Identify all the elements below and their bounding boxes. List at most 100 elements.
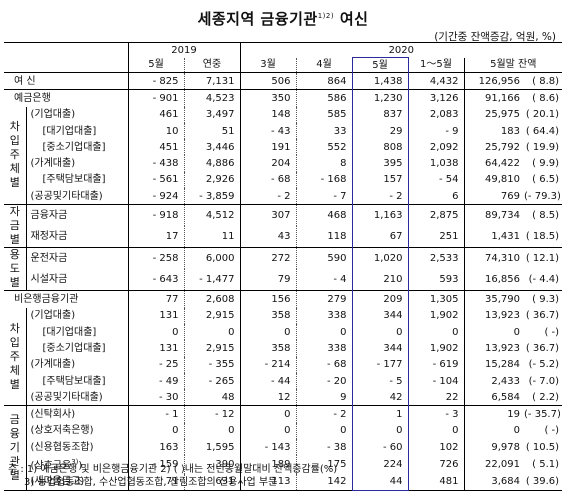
row-label: [주택담보대출]	[42, 375, 106, 387]
table-row: (신용협동조합) 163 1,595- 143- 38- 60 102 9,978( 1…	[4, 439, 562, 456]
table-cell: ( 8.8)	[532, 75, 560, 87]
title-suffix: 여신	[339, 10, 369, 28]
table-cell: - 3,859	[183, 188, 241, 205]
table-cell: 12	[239, 389, 297, 406]
table-row: 재정자금 17 11 43 118 67 251 1,431( 18.5)	[4, 226, 562, 248]
table-row: 차 입 주 체 별 (기업대출) 131 2,915 358 338 344 1,902 13,923(…	[4, 307, 562, 406]
table-cell: 2,092	[407, 139, 465, 156]
table-cell: - 561	[127, 171, 184, 189]
table-cell: 67	[351, 226, 409, 248]
table-cell: ( 19.9)	[525, 141, 560, 153]
table-cell: - 60	[351, 439, 409, 456]
row-label: [대기업대출]	[42, 326, 97, 338]
table-cell: 1,163	[351, 204, 409, 227]
table-cell: 13,923	[463, 340, 523, 357]
table-cell: 0	[239, 422, 297, 440]
row-label: 운전자금	[30, 253, 68, 265]
table-cell: 126,956	[463, 72, 523, 90]
table-cell: 43	[239, 226, 297, 248]
row-label: (공공및기타대출)	[30, 190, 103, 202]
group-char: 입	[9, 134, 20, 148]
table-cell: 864	[295, 72, 353, 90]
table-cell: - 43	[239, 122, 297, 140]
table-cell: - 619	[407, 356, 465, 373]
table-cell: 1,038	[407, 155, 465, 172]
table-row: [중소기업대출] 131 2,915 358 338 344 1,902 13,923( 36…	[4, 340, 562, 357]
table-cell: 837	[351, 106, 409, 123]
group-char: 별	[9, 176, 20, 190]
table-cell: 0	[295, 323, 353, 341]
table-cell: - 2	[351, 188, 409, 205]
group-char: 별	[9, 233, 20, 247]
table-row: [대기업대출] 10 51- 43 33 29- 9 183( 64.4)	[4, 122, 562, 140]
table-cell: 4,886	[183, 155, 241, 172]
table-cell: 1,431	[463, 226, 523, 248]
table-cell: ( 9.9)	[532, 158, 560, 170]
table-cell: 29	[351, 122, 409, 140]
table-cell: 19	[463, 405, 523, 423]
table-cell: - 1	[127, 405, 184, 423]
header-col-mar: 3월	[239, 57, 297, 73]
table-cell: - 258	[127, 247, 184, 270]
table-cell: 210	[351, 269, 409, 291]
row-label: 여 신	[14, 75, 36, 87]
table-cell: 16,856	[463, 269, 523, 291]
table-cell: 506	[239, 72, 297, 90]
table-cell: 769	[463, 188, 523, 205]
table-cell: 191	[239, 139, 297, 156]
table-cell: 25,975	[463, 106, 523, 123]
table-cell: 338	[295, 307, 353, 324]
table-cell: 0	[183, 422, 241, 440]
table-cell: (- 7.0)	[528, 375, 560, 387]
row-label: (상호저축은행)	[30, 425, 94, 437]
table-row: [중소기업대출] 451 3,446 191 552 808 2,092 25,792( 19…	[4, 139, 562, 156]
table-cell: 102	[407, 439, 465, 456]
table-cell: 3,446	[183, 139, 241, 156]
table-cell: ( 6.5)	[532, 174, 560, 186]
table-cell: 49,810	[463, 171, 523, 189]
table-cell: 4,523	[183, 89, 241, 107]
loan-table: 2019 2020 5월 연중 3월 4월 5월 1～5월 5월말 잔액 여 신…	[4, 42, 563, 491]
table-cell: 22,091	[463, 455, 523, 474]
group-char: 금	[9, 219, 20, 233]
row-label: (가계대출)	[30, 158, 76, 170]
table-cell: - 5	[351, 372, 409, 390]
table-cell: 344	[351, 307, 409, 324]
table-cell: 0	[351, 422, 409, 440]
table-cell: 0	[127, 422, 184, 440]
table-cell: 131	[127, 307, 184, 324]
table-cell: - 3	[407, 405, 465, 423]
table-cell: - 825	[127, 72, 184, 90]
table-cell: 251	[407, 226, 465, 248]
table-cell: 4,512	[183, 204, 241, 227]
table-cell: 142	[295, 473, 353, 491]
table-cell: ( 9.3)	[532, 294, 560, 306]
header-row-years: 2019 2020	[4, 42, 563, 58]
table-cell: 15,284	[463, 356, 523, 373]
table-cell: 2,915	[183, 340, 241, 357]
table-cell: 157	[351, 171, 409, 189]
table-cell: 33	[295, 122, 353, 140]
header-col-may2019: 5월	[127, 57, 184, 73]
table-cell: 51	[183, 122, 241, 140]
table-cell: ( 8.5)	[532, 210, 560, 222]
row-label: (새마을금고)	[30, 476, 85, 488]
table-row: [주택담보대출] - 561 2,926- 68- 168 157- 54 49,810…	[4, 171, 562, 189]
table-cell: 22	[407, 389, 465, 406]
table-cell: 1,595	[183, 439, 241, 456]
table-cell: 74,310	[463, 247, 523, 270]
table-cell: 48	[183, 389, 241, 406]
table-cell: - 265	[183, 372, 241, 390]
table-cell: - 1,477	[183, 269, 241, 291]
header-2020: 2020	[239, 42, 563, 58]
table-cell: 390	[183, 455, 241, 474]
table-cell: 10	[127, 122, 184, 140]
table-row: (공공및기타대출) - 924- 3,859- 2- 7- 2 6 769 (- 79.…	[4, 188, 562, 205]
header-row-periods: 5월 연중 3월 4월 5월 1～5월 5월말 잔액	[4, 57, 563, 73]
table-cell: - 49	[127, 372, 184, 390]
group-char: 자	[9, 205, 20, 219]
table-cell: 2,083	[407, 106, 465, 123]
group-char: 융	[9, 427, 20, 441]
table-cell: 358	[239, 307, 297, 324]
